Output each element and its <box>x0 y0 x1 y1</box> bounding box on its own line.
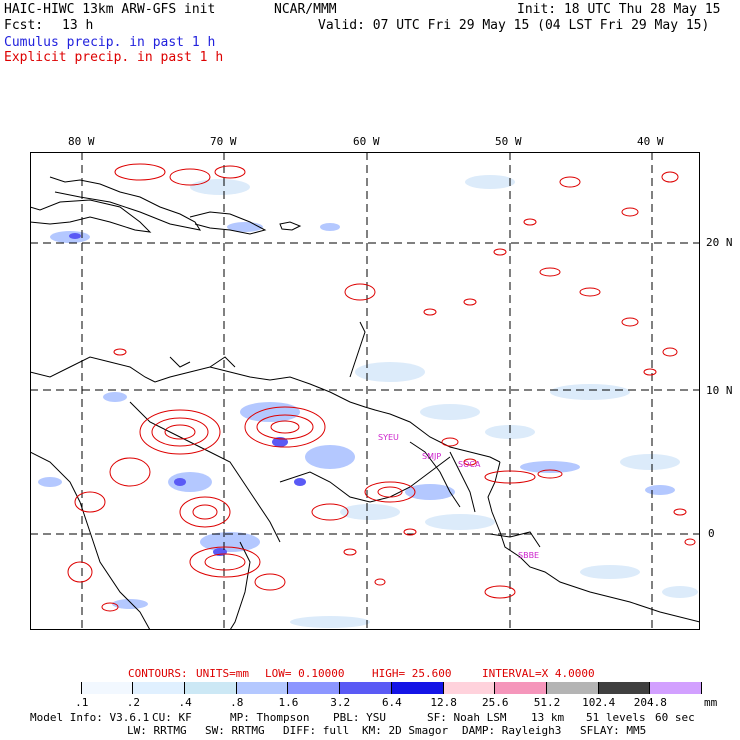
station-labels: SYEU SMJP SOCA SBBE <box>378 433 539 560</box>
explicit-legend: Explicit precip. in past 1 h <box>4 50 224 65</box>
contours-units: UNITS=mm <box>196 667 249 680</box>
km-option: KM: 2D Smagor <box>362 724 449 737</box>
station-smjp: SMJP <box>422 452 441 461</box>
station-syeu: SYEU <box>378 433 399 442</box>
colorbar-tick-label: 1.6 <box>278 696 299 709</box>
lat-label-10n: 10 N <box>706 384 733 397</box>
pbl-scheme: PBL: YSU <box>333 711 386 724</box>
contours-low: LOW= 0.10000 <box>265 667 345 680</box>
org-label: NCAR/MMM <box>274 2 337 17</box>
graticule <box>30 152 700 630</box>
station-sbbe: SBBE <box>518 551 539 560</box>
lon-label-40w: 40 W <box>637 135 664 148</box>
colorbar-swatch <box>443 682 496 694</box>
valid-time: Valid: 07 UTC Fri 29 May 15 (04 LST Fri … <box>318 18 710 33</box>
lon-label-60w: 60 W <box>353 135 380 148</box>
lon-label-50w: 50 W <box>495 135 522 148</box>
colorbar-tick-label: .8 <box>230 696 244 709</box>
colorbar-tick-label: 6.4 <box>381 696 402 709</box>
precip-map: SYEU SMJP SOCA SBBE <box>29 152 701 631</box>
explicit-contours <box>67 163 696 612</box>
lat-label-0: 0 <box>708 527 715 540</box>
colorbar-tick-label: .4 <box>178 696 192 709</box>
lon-label-70w: 70 W <box>210 135 237 148</box>
resolution: 13 km <box>531 711 565 724</box>
cumulus-light-shading <box>190 175 698 628</box>
colorbar-swatch <box>495 682 547 694</box>
damp-option: DAMP: Rayleigh3 <box>462 724 562 737</box>
map-canvas: SYEU SMJP SOCA SBBE <box>29 152 701 631</box>
colorbar-tick-label: 25.6 <box>482 696 509 709</box>
lat-label-20n: 20 N <box>706 236 733 249</box>
mp-scheme: MP: Thompson <box>230 711 310 724</box>
colorbar-tick-label: .1 <box>75 696 89 709</box>
colorbar-tick-label: 204.8 <box>633 696 667 709</box>
cumulus-legend: Cumulus precip. in past 1 h <box>4 35 216 50</box>
sw-scheme: SW: RRTMG <box>205 724 265 737</box>
colorbar-swatch <box>133 682 186 694</box>
colorbar-swatch <box>30 682 82 694</box>
colorbar-swatch <box>288 682 341 694</box>
contours-high: HIGH= 25.600 <box>372 667 452 680</box>
colorbar-tick-label: 51.2 <box>533 696 561 709</box>
colorbar-swatch <box>81 682 134 694</box>
colorbar-swatch <box>340 682 392 694</box>
colorbar-swatch <box>185 682 237 694</box>
cumulus-heavy-shading <box>69 233 306 556</box>
sf-scheme: SF: Noah LSM <box>427 711 507 724</box>
model-title: HAIC-HIWC 13km ARW-GFS init <box>4 2 216 17</box>
colorbar-unit: mm <box>704 696 718 709</box>
colorbar-tick-label: 102.4 <box>582 696 616 709</box>
diff-option: DIFF: full <box>283 724 350 737</box>
coastlines <box>29 176 701 631</box>
cu-scheme: CU: KF <box>152 711 192 724</box>
station-soca: SOCA <box>458 460 481 469</box>
contours-interval: INTERVAL=X 4.0000 <box>482 667 595 680</box>
colorbar-swatch <box>391 682 444 694</box>
contours-label: CONTOURS: <box>128 667 188 680</box>
init-time: Init: 18 UTC Thu 28 May 15 <box>517 2 721 17</box>
colorbar-tick-label: .2 <box>126 696 141 709</box>
timestep: 60 sec <box>655 711 695 724</box>
lw-scheme: LW: RRTMG <box>127 724 187 737</box>
lon-label-80w: 80 W <box>68 135 95 148</box>
vertical-levels: 51 levels <box>586 711 646 724</box>
sflay-option: SFLAY: MM5 <box>580 724 647 737</box>
colorbar-tick-label: 12.8 <box>430 696 457 709</box>
colorbar-swatch <box>598 682 651 694</box>
fcst-value: 13 h <box>62 18 94 33</box>
fcst-label: Fcst: <box>4 18 44 33</box>
colorbar-swatch <box>236 682 289 694</box>
colorbar-tick-label: 3.2 <box>330 696 351 709</box>
colorbar-swatch <box>650 682 702 694</box>
colorbar-swatch <box>546 682 599 694</box>
model-info: Model Info: V3.6.1 <box>30 711 150 724</box>
